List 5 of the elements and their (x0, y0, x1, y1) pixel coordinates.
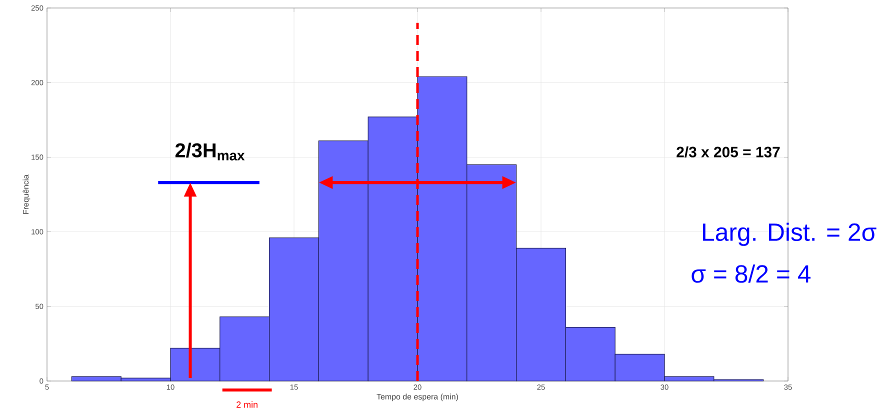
annotation: Larg. Dist. = 2σ (703, 222, 876, 246)
annotation: 2/3H$_{max}$ (175, 142, 245, 160)
annotation: 2/3 x 205 = 137 (676, 146, 780, 158)
text: 2 min (236, 401, 258, 408)
annotation: σ = 8/2 = 4 (692, 264, 811, 283)
